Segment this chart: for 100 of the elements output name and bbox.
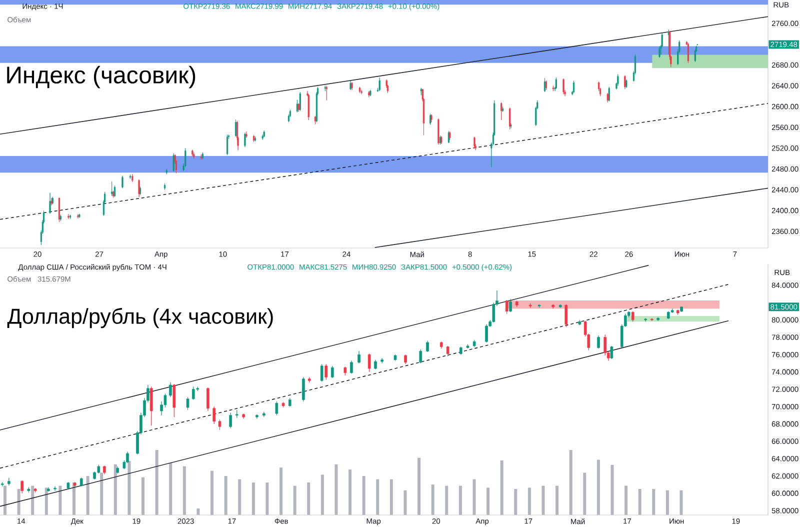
candlestick (246, 131, 248, 138)
candlestick (509, 298, 512, 312)
bar (348, 470, 352, 515)
bar (514, 489, 518, 515)
bar (652, 489, 656, 515)
bar (431, 484, 434, 515)
bar (142, 477, 145, 515)
candlestick (578, 320, 582, 326)
candlestick (242, 413, 246, 419)
candlestick (256, 414, 258, 419)
candlestick (380, 358, 384, 364)
candlestick (122, 176, 124, 188)
candlestick (8, 478, 10, 486)
candlestick (324, 86, 326, 92)
candlestick (505, 300, 508, 314)
bar (542, 486, 545, 515)
bar (182, 466, 186, 515)
candlestick (192, 386, 195, 400)
bar (404, 490, 407, 515)
candlestick (69, 214, 72, 220)
candlestick (235, 410, 238, 418)
candlestick (169, 382, 172, 398)
candlestick (394, 354, 397, 361)
candlestick (459, 346, 462, 355)
candlestick (644, 318, 647, 322)
candlestick (358, 86, 361, 94)
candlestick (172, 153, 174, 172)
candlestick (47, 487, 50, 492)
candlestick (20, 480, 24, 494)
candlestick (116, 466, 120, 474)
bar (224, 476, 228, 515)
candlestick (229, 412, 232, 428)
candlestick (440, 341, 443, 349)
candlestick (474, 136, 476, 148)
bar (418, 458, 421, 515)
bar (4, 486, 6, 515)
bar (556, 486, 559, 515)
candlestick (438, 118, 440, 145)
candlestick (626, 79, 628, 88)
candlestick (631, 311, 634, 322)
bar (31, 486, 34, 515)
candlestick (218, 419, 222, 430)
bar (293, 486, 296, 515)
candlestick (564, 304, 568, 328)
candlestick (555, 77, 557, 90)
candlestick (466, 344, 470, 349)
candlestick (314, 116, 316, 124)
candlestick (610, 346, 614, 360)
bar (390, 479, 393, 515)
bar (238, 479, 242, 515)
candlestick (666, 311, 670, 320)
candlestick (606, 92, 608, 103)
candlestick (27, 487, 30, 493)
candlestick (545, 80, 548, 90)
text: Индекс (часовик) (7, 66, 196, 88)
candlestick (262, 134, 264, 140)
candlestick (368, 354, 371, 372)
candlestick (538, 304, 541, 308)
candlestick (350, 360, 353, 374)
bar (666, 490, 669, 515)
candlestick (472, 340, 476, 347)
bar (583, 472, 586, 515)
candlestick (374, 360, 377, 370)
candlestick (103, 465, 106, 474)
bar (445, 486, 448, 515)
bar (44, 488, 48, 515)
candlestick (324, 364, 328, 380)
candlestick (288, 398, 292, 407)
candlestick (166, 168, 168, 174)
candlestick (206, 387, 210, 412)
bar (500, 460, 504, 515)
bar (472, 479, 476, 515)
candlestick (68, 214, 70, 220)
bar (610, 464, 614, 515)
bar (334, 464, 338, 515)
candlestick (446, 346, 450, 357)
bar (210, 470, 214, 515)
candlestick (282, 402, 285, 408)
candlestick (275, 401, 278, 416)
bar (100, 472, 104, 515)
bar (528, 488, 531, 515)
candlestick (252, 134, 255, 142)
candlestick (420, 88, 422, 96)
candlestick (0, 482, 4, 487)
candlestick (552, 304, 554, 309)
bar (280, 468, 283, 515)
bar (169, 463, 172, 515)
candlestick (344, 366, 347, 376)
bar (376, 479, 380, 515)
bar (196, 508, 200, 515)
bar (596, 460, 600, 515)
candlestick (34, 488, 37, 493)
bar (58, 486, 62, 515)
bar (17, 489, 20, 515)
candlestick (308, 376, 311, 383)
candlestick (597, 335, 600, 349)
candlestick (515, 300, 518, 308)
bar (252, 482, 255, 515)
candlestick (129, 174, 132, 180)
bar (680, 490, 683, 515)
